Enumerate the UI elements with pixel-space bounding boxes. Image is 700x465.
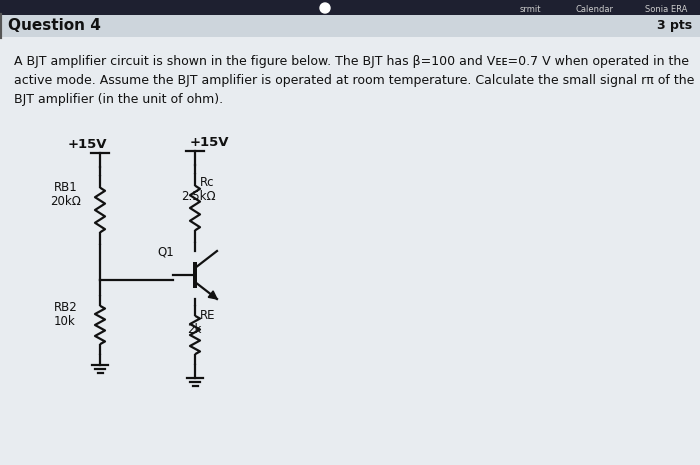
Text: 2k: 2k — [187, 323, 202, 336]
Text: RE: RE — [200, 309, 216, 322]
Circle shape — [320, 3, 330, 13]
Text: 10k: 10k — [54, 314, 76, 327]
Text: 20kΩ: 20kΩ — [50, 194, 81, 207]
Text: Q1: Q1 — [157, 245, 174, 258]
Text: Rc: Rc — [200, 176, 214, 189]
Text: 3 pts: 3 pts — [657, 20, 692, 33]
Text: +15V: +15V — [190, 136, 230, 149]
Text: srmit: srmit — [520, 6, 542, 14]
Text: 2.5kΩ: 2.5kΩ — [181, 190, 216, 203]
Text: RB1: RB1 — [54, 180, 78, 193]
Text: A BJT amplifier circuit is shown in the figure below. The BJT has β=100 and Vᴇᴇ=: A BJT amplifier circuit is shown in the … — [14, 55, 689, 68]
Text: active mode. Assume the BJT amplifier is operated at room temperature. Calculate: active mode. Assume the BJT amplifier is… — [14, 74, 694, 87]
Text: Calendar: Calendar — [575, 6, 613, 14]
Text: +15V: +15V — [68, 138, 108, 151]
Text: RB2: RB2 — [54, 300, 78, 313]
FancyBboxPatch shape — [0, 37, 700, 465]
Text: Sonia ERA: Sonia ERA — [645, 6, 687, 14]
Polygon shape — [208, 291, 217, 299]
FancyBboxPatch shape — [0, 15, 700, 37]
Text: Question 4: Question 4 — [8, 19, 101, 33]
Text: BJT amplifier (in the unit of ohm).: BJT amplifier (in the unit of ohm). — [14, 93, 223, 106]
FancyBboxPatch shape — [0, 0, 700, 15]
